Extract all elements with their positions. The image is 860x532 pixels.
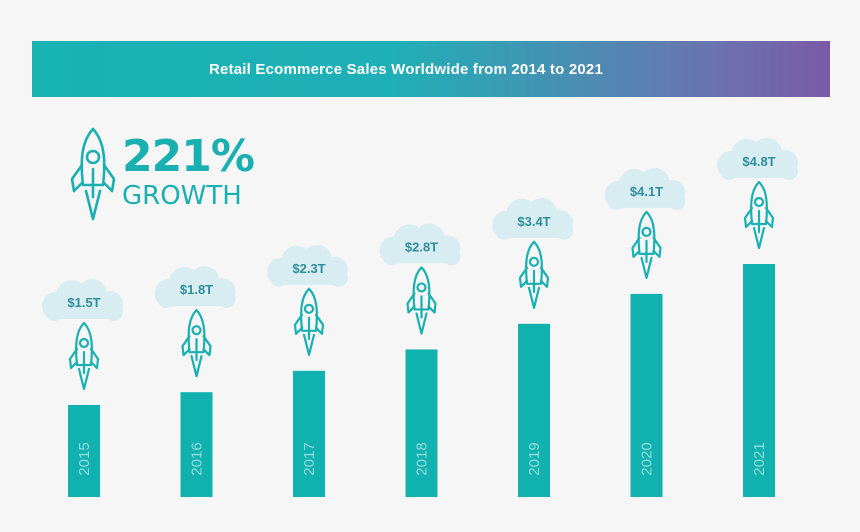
cloud-icon bbox=[154, 266, 236, 309]
bar bbox=[293, 370, 325, 497]
bar bbox=[405, 349, 438, 497]
year-label: 2020 bbox=[639, 442, 656, 475]
value-label: $4.1T bbox=[630, 184, 663, 199]
value-label: $1.5T bbox=[67, 295, 100, 310]
cloud-icon bbox=[42, 279, 123, 321]
cloud-icon bbox=[267, 244, 348, 287]
rocket-icon bbox=[181, 309, 212, 378]
bar bbox=[180, 392, 213, 497]
cloud-icon bbox=[717, 138, 798, 180]
title-banner: Retail Ecommerce Sales Worldwide from 20… bbox=[32, 41, 830, 97]
bar bbox=[68, 405, 100, 497]
year-label: 2017 bbox=[301, 442, 318, 475]
rocket-icon bbox=[406, 266, 437, 335]
bar bbox=[743, 264, 775, 497]
cloud-icon bbox=[492, 197, 573, 240]
year-label: 2021 bbox=[751, 442, 768, 475]
year-label: 2018 bbox=[414, 442, 431, 475]
growth-percent: 221% bbox=[122, 131, 255, 182]
rocket-icon bbox=[631, 210, 662, 280]
cloud-icon bbox=[379, 223, 461, 266]
rocket-icon bbox=[293, 287, 325, 356]
rocket-icon bbox=[68, 321, 100, 391]
chart-title: Retail Ecommerce Sales Worldwide from 20… bbox=[208, 60, 604, 78]
bar bbox=[518, 323, 550, 497]
bar bbox=[630, 293, 663, 497]
value-label: $4.8T bbox=[742, 154, 775, 169]
rocket-icon bbox=[70, 127, 116, 221]
value-label: $2.8T bbox=[405, 239, 438, 254]
year-label: 2019 bbox=[526, 442, 543, 475]
value-label: $1.8T bbox=[180, 282, 213, 297]
rocket-icon bbox=[743, 180, 775, 250]
value-label: $2.3T bbox=[292, 261, 325, 276]
year-label: 2015 bbox=[76, 442, 93, 475]
growth-label: GROWTH bbox=[122, 181, 242, 211]
cloud-icon bbox=[604, 167, 686, 210]
value-label: $3.4T bbox=[517, 214, 550, 229]
growth-callout: 221% GROWTH bbox=[68, 125, 255, 225]
rocket-icon bbox=[518, 240, 550, 309]
year-label: 2016 bbox=[189, 442, 206, 475]
